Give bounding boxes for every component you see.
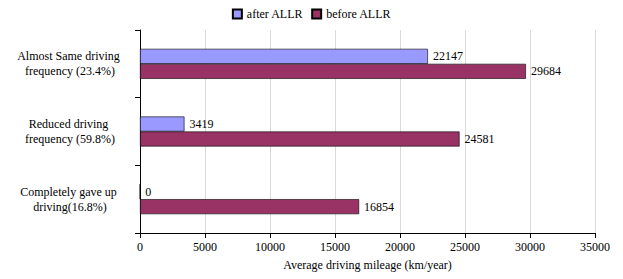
svg-text:0: 0	[137, 240, 143, 254]
svg-text:24581: 24581	[465, 132, 495, 146]
svg-text:20000: 20000	[385, 240, 415, 254]
svg-text:frequency (23.4%): frequency (23.4%)	[25, 64, 115, 78]
svg-text:Average driving mileage (km/ye: Average driving mileage (km/year)	[283, 258, 452, 272]
svg-text:30000: 30000	[515, 240, 545, 254]
svg-text:5000: 5000	[193, 240, 217, 254]
svg-text:16854: 16854	[364, 200, 394, 214]
svg-text:35000: 35000	[580, 240, 610, 254]
svg-text:10000: 10000	[255, 240, 285, 254]
svg-text:25000: 25000	[450, 240, 480, 254]
svg-text:15000: 15000	[320, 240, 350, 254]
svg-text:22147: 22147	[433, 49, 463, 63]
svg-text:before ALLR: before ALLR	[326, 7, 390, 21]
svg-text:Almost Same driving: Almost Same driving	[17, 49, 123, 63]
svg-text:3419: 3419	[189, 117, 213, 131]
svg-text:Completely gave up: Completely gave up	[20, 185, 120, 199]
svg-text:driving(16.8%): driving(16.8%)	[33, 200, 107, 214]
svg-text:after ALLR: after ALLR	[247, 7, 303, 21]
svg-text:0: 0	[145, 185, 151, 199]
svg-text:Reduced driving: Reduced driving	[29, 117, 112, 131]
svg-text:frequency (59.8%): frequency (59.8%)	[25, 132, 115, 146]
svg-text:29684: 29684	[531, 64, 561, 78]
